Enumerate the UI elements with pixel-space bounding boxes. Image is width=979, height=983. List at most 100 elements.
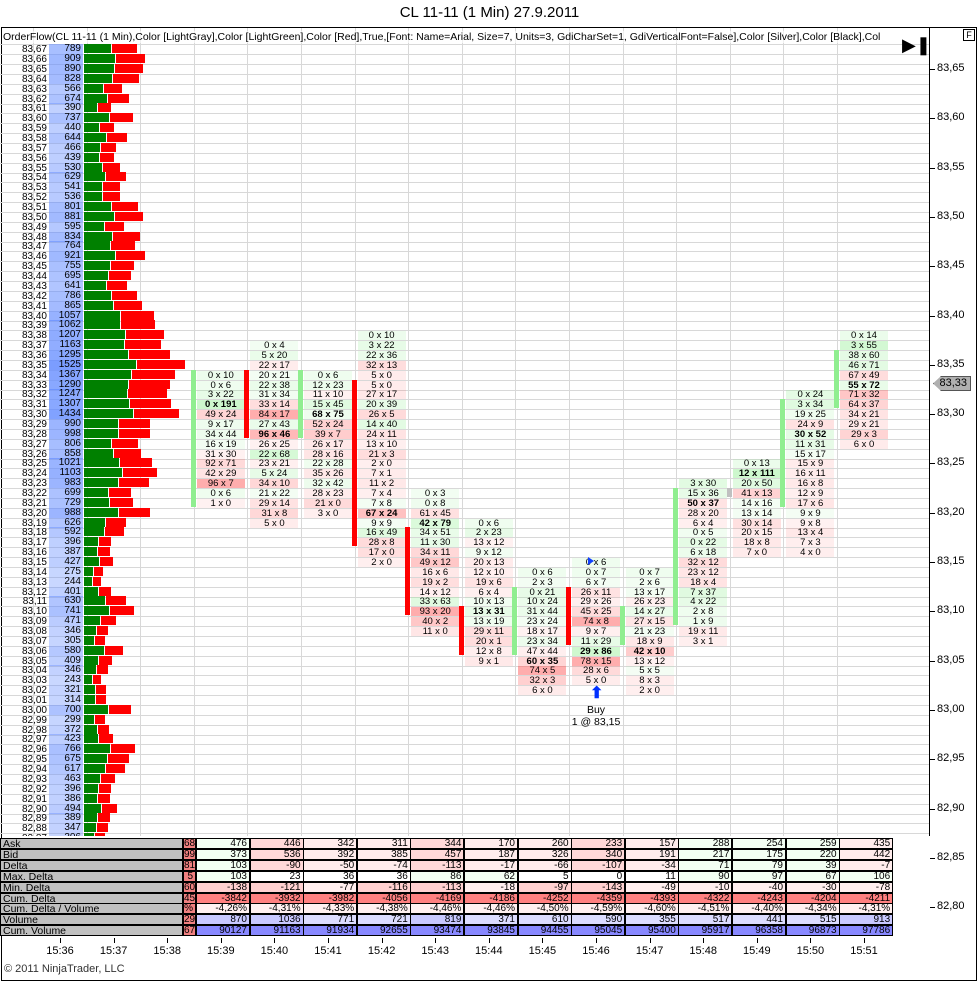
candle-body bbox=[780, 399, 786, 507]
ladder-ask-bar bbox=[84, 448, 114, 458]
time-tick bbox=[810, 938, 812, 943]
footprint-cell: 0 x 14 bbox=[840, 331, 888, 340]
table-cell: -77 bbox=[303, 881, 358, 893]
axis-tick bbox=[930, 611, 935, 613]
ladder-ask-bar bbox=[84, 349, 129, 359]
ladder-price: 83,07 bbox=[21, 635, 47, 647]
grid-line bbox=[0, 133, 929, 135]
ladder-volume: 630 bbox=[49, 596, 83, 607]
table-cell: 721 bbox=[356, 914, 411, 926]
ladder-bid-bar bbox=[122, 468, 158, 478]
footprint-cell: 15 x 45 bbox=[304, 400, 352, 409]
ladder-volume: 699 bbox=[49, 487, 83, 498]
table-cell: -90 bbox=[249, 859, 304, 871]
ladder-bid-bar bbox=[121, 320, 155, 330]
f-button[interactable]: F bbox=[963, 29, 975, 41]
table-cell: 326 bbox=[517, 848, 572, 860]
grid-line bbox=[0, 212, 929, 214]
axis-label: 83,10 bbox=[937, 604, 965, 617]
skip-to-end-icon[interactable]: ▶❚ bbox=[902, 35, 931, 55]
ladder-price: 83,01 bbox=[21, 695, 47, 707]
grid-line bbox=[0, 448, 929, 450]
ladder-ask-bar bbox=[84, 133, 106, 143]
ladder-volume: 1021 bbox=[49, 458, 83, 469]
footprint-cell: 27 x 15 bbox=[625, 617, 674, 626]
grid-line bbox=[0, 152, 929, 154]
window-title: CL 11-11 (1 Min) 27.9.2011 bbox=[399, 4, 580, 21]
grid-line bbox=[515, 28, 517, 836]
ladder-bid-bar bbox=[137, 359, 185, 369]
grid-line bbox=[0, 340, 929, 342]
ladder-volume: 921 bbox=[49, 251, 83, 262]
ladder-volume: 580 bbox=[49, 645, 83, 656]
ladder-bid-bar bbox=[101, 803, 118, 813]
axis-tick bbox=[930, 69, 935, 70]
ladder-bid-bar bbox=[114, 300, 142, 310]
footprint-cell: 0 x 13 bbox=[732, 459, 781, 469]
ladder-ask-bar bbox=[84, 340, 124, 350]
ladder-volume: 1057 bbox=[49, 310, 83, 321]
ladder-volume: 530 bbox=[49, 162, 83, 173]
ladder-volume: 674 bbox=[49, 93, 83, 104]
table-cell: -18 bbox=[464, 881, 518, 893]
time-tick bbox=[274, 938, 276, 943]
ladder-volume: 1367 bbox=[49, 369, 83, 380]
ladder-bid-bar bbox=[103, 162, 120, 172]
ladder-price: 82,98 bbox=[21, 724, 47, 736]
ladder-bid-bar bbox=[108, 704, 131, 714]
grid-line bbox=[0, 478, 929, 480]
table-cell: 771 bbox=[303, 914, 358, 926]
ladder-ask-bar bbox=[84, 813, 98, 823]
footprint-cell: 6 x 4 bbox=[679, 518, 728, 528]
footprint-cell: 5 x 5 bbox=[625, 666, 674, 676]
axis-tick bbox=[930, 315, 935, 317]
table-cell: -121 bbox=[249, 881, 304, 893]
ladder-price: 82,97 bbox=[21, 734, 47, 746]
table-cell: -4056 bbox=[356, 892, 411, 904]
grid-line bbox=[0, 537, 929, 539]
footprint-cell: 29 x 21 bbox=[840, 420, 888, 429]
table-cell-partial: 81 bbox=[183, 859, 196, 871]
footprint-cell: 2 x 0 bbox=[625, 686, 674, 695]
ladder-price: 83,67 bbox=[21, 44, 47, 56]
footprint-cell: 17 x 6 bbox=[786, 499, 835, 508]
ladder-ask-bar bbox=[84, 724, 97, 734]
ladder-ask-bar bbox=[84, 330, 126, 340]
time-tick bbox=[60, 938, 61, 943]
ladder-price: 83,39 bbox=[21, 320, 47, 332]
footprint-cell: 20 x 50 bbox=[732, 479, 781, 488]
axis-label: 83,05 bbox=[937, 653, 965, 666]
footprint-cell: 22 x 36 bbox=[357, 351, 406, 360]
table-row-label: Volume bbox=[0, 914, 183, 926]
ladder-ask-bar bbox=[84, 714, 95, 724]
table-cell: 457 bbox=[410, 848, 465, 860]
ladder-price: 82,91 bbox=[21, 793, 47, 805]
ladder-price: 83,13 bbox=[21, 576, 47, 588]
footprint-cell: 0 x 7 bbox=[572, 568, 620, 577]
footprint-cell: 34 x 10 bbox=[250, 479, 299, 488]
ladder-bid-bar bbox=[106, 596, 127, 606]
ladder-price: 83,57 bbox=[21, 142, 47, 154]
grid-line bbox=[0, 783, 929, 785]
table-cell: -66 bbox=[517, 859, 572, 871]
ladder-ask-bar bbox=[84, 744, 111, 754]
footprint-cell: 0 x 4 bbox=[250, 341, 299, 350]
ladder-volume: 466 bbox=[49, 142, 83, 153]
table-cell: 62 bbox=[464, 870, 518, 882]
table-cell: -3842 bbox=[196, 892, 250, 904]
ladder-bid-bar bbox=[113, 231, 140, 241]
chart-plot-area[interactable]: 83,67 789 83,66 909 83,65 890 83,64 828 83,63 566… bbox=[0, 28, 930, 836]
footprint-cell: 21 x 22 bbox=[250, 489, 299, 498]
time-tick bbox=[703, 938, 705, 943]
footprint-cell: 27 x 17 bbox=[357, 390, 406, 400]
ladder-price: 82,93 bbox=[21, 773, 47, 785]
table-cell: 95400 bbox=[624, 925, 679, 937]
footprint-cell: 5 x 0 bbox=[357, 380, 406, 390]
grid-line bbox=[0, 567, 929, 568]
ladder-bid-bar bbox=[100, 142, 116, 152]
ladder-ask-bar bbox=[84, 162, 103, 172]
footprint-cell: 11 x 10 bbox=[304, 390, 352, 400]
table-cell: 311 bbox=[356, 838, 411, 849]
footprint-cell: 23 x 34 bbox=[518, 637, 567, 646]
time-tick bbox=[488, 938, 490, 943]
